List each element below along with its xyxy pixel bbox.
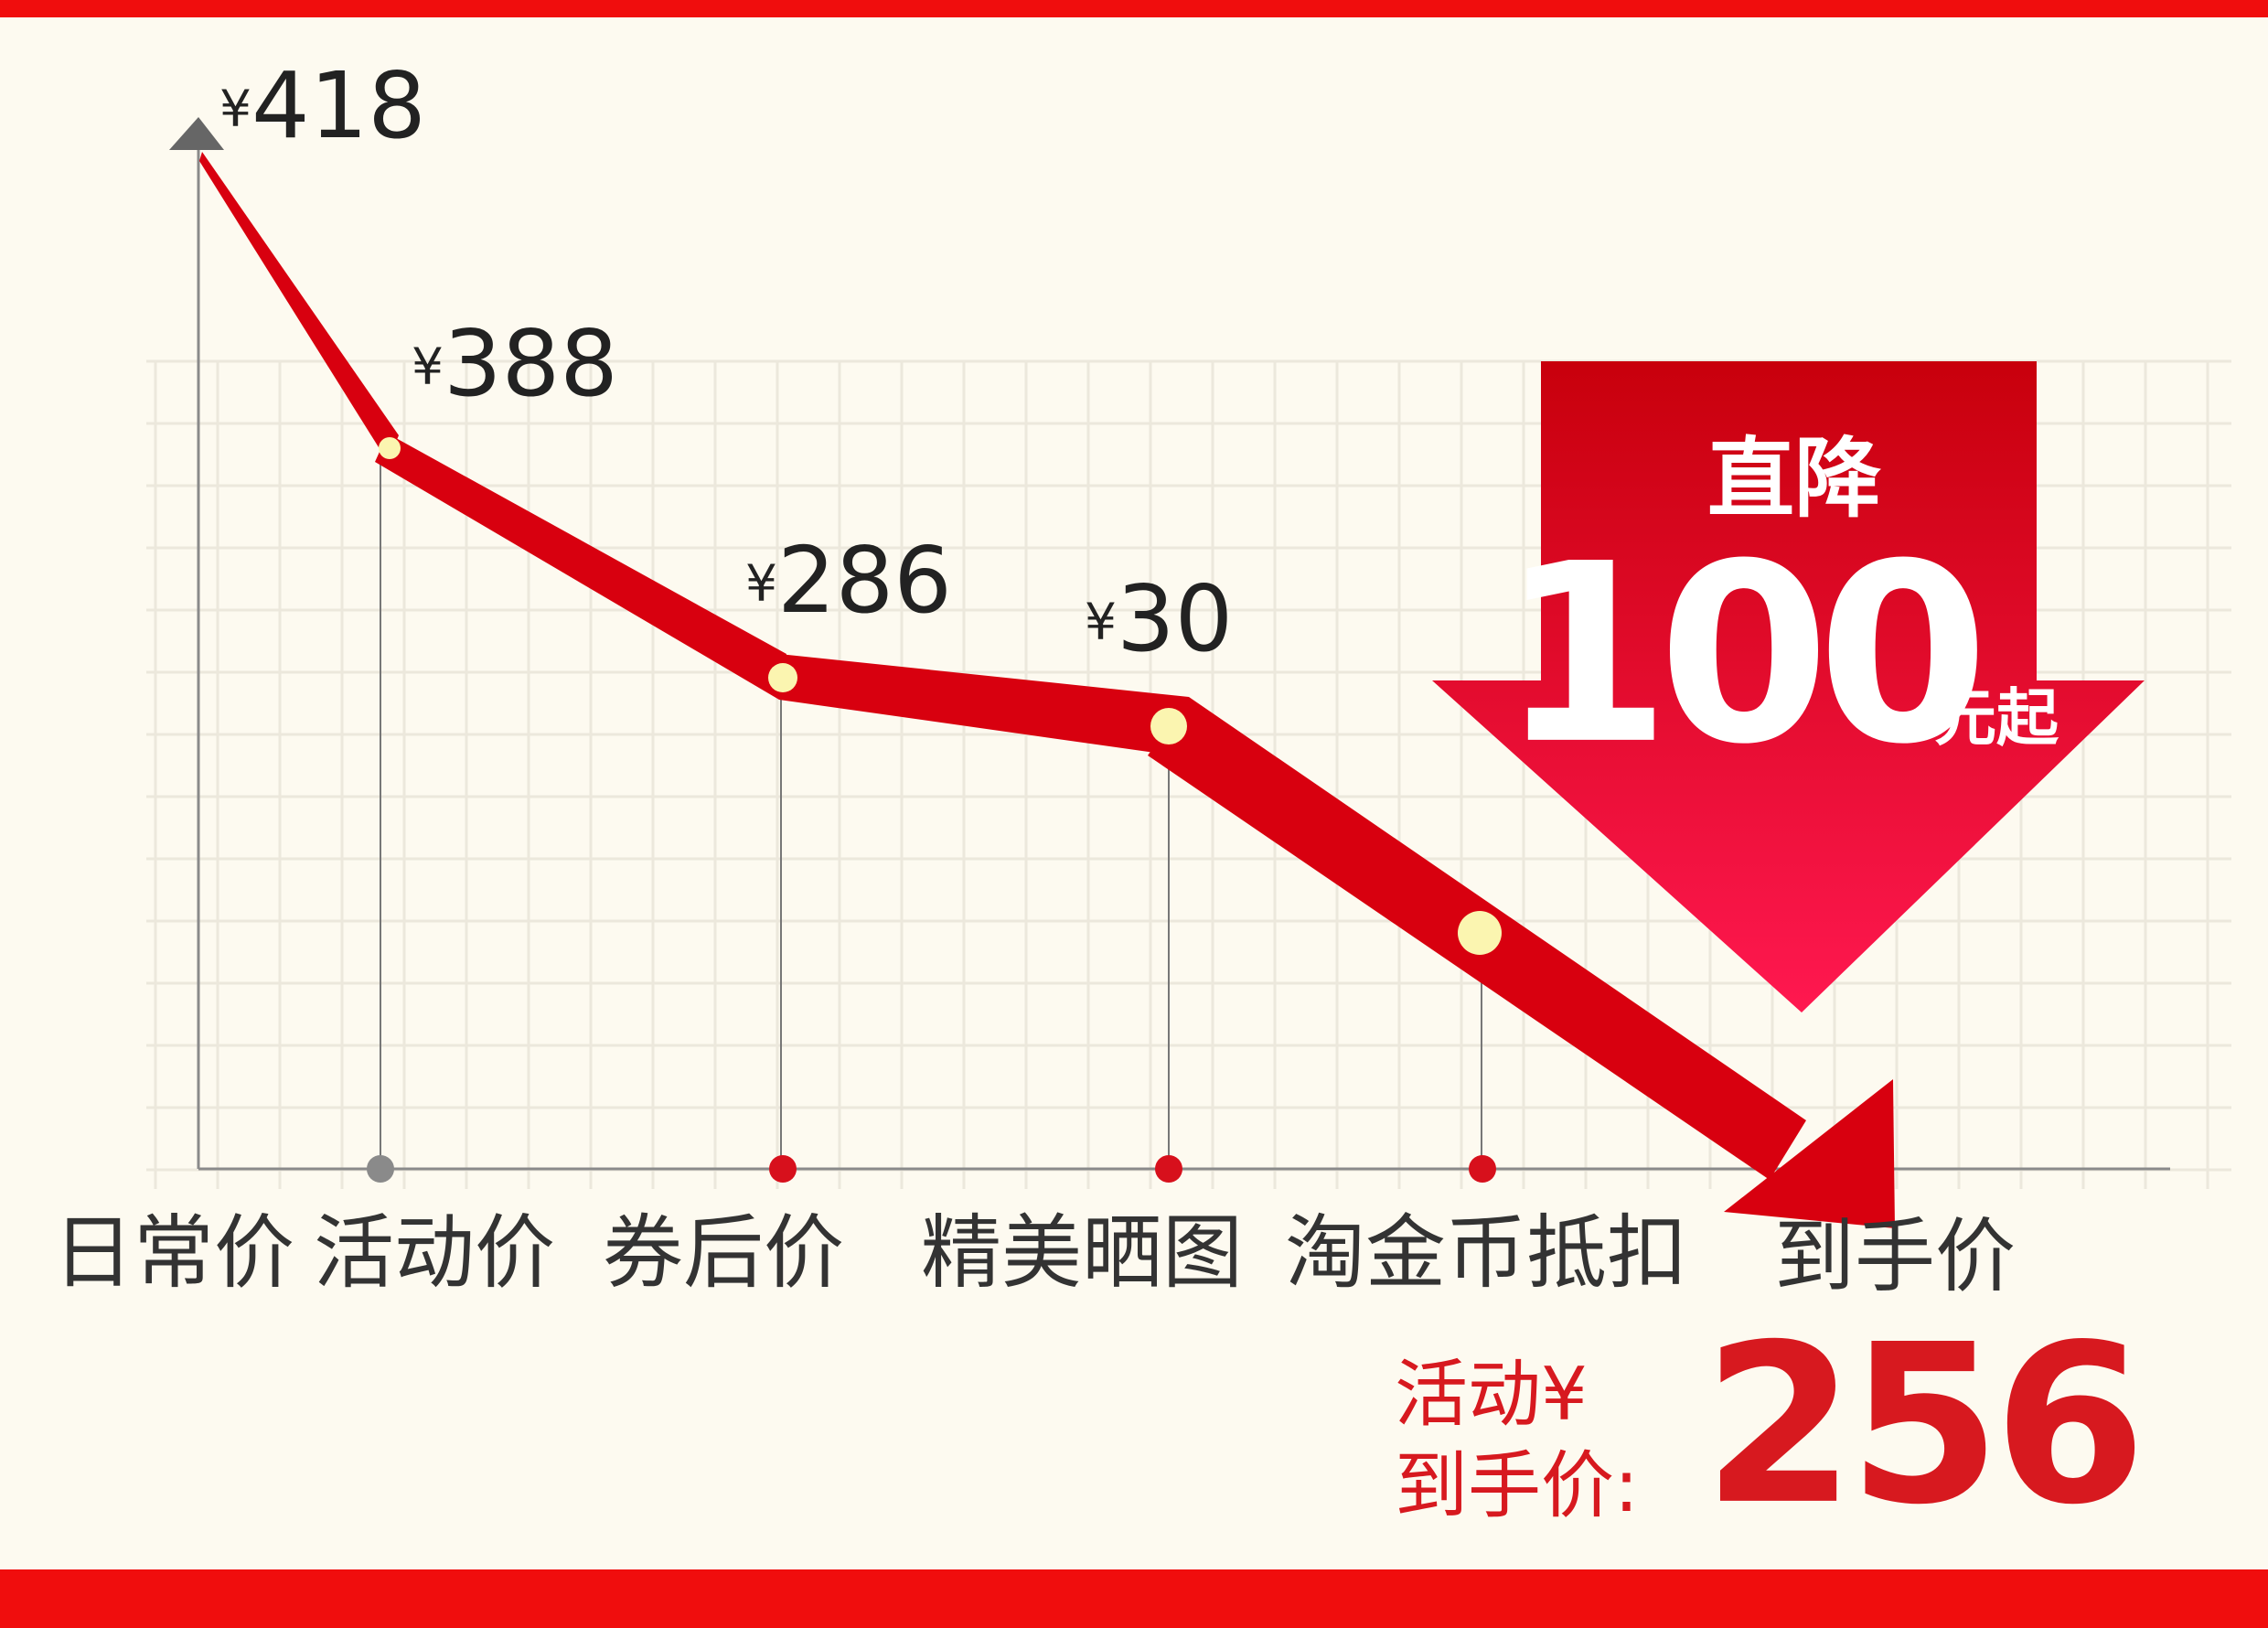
price-labels: ¥418 ¥388 ¥286 ¥30 xyxy=(219,52,1233,672)
svg-text:¥286: ¥286 xyxy=(745,527,952,634)
badge-amount: 100 xyxy=(1499,510,1979,798)
point xyxy=(1458,911,1502,955)
svg-text:¥418: ¥418 xyxy=(219,52,426,159)
badge-arrow xyxy=(1432,361,2145,1012)
price: 388 xyxy=(444,310,618,417)
trend-band xyxy=(779,654,1189,755)
bottom-bar xyxy=(0,1569,2268,1628)
axis-arrow xyxy=(169,117,224,150)
badge-title: 直降 xyxy=(1707,429,1882,530)
price: 418 xyxy=(251,52,426,159)
axis-dot xyxy=(367,1155,394,1183)
point xyxy=(768,663,797,692)
badge-suffix: 元起 xyxy=(1934,683,2059,755)
trend-band xyxy=(375,434,786,700)
final-line2: 到手价: xyxy=(1395,1443,1639,1528)
trend-band xyxy=(199,152,399,462)
currency: ¥ xyxy=(1085,593,1117,651)
axis-dot xyxy=(1469,1155,1496,1183)
final-line1: 活动¥ xyxy=(1395,1352,1588,1437)
step-label: 精美晒图 xyxy=(921,1205,1243,1300)
price: 286 xyxy=(777,527,952,634)
top-bar xyxy=(0,0,2268,17)
svg-text:¥30: ¥30 xyxy=(1085,565,1233,672)
trend-arrowhead xyxy=(1724,1079,1895,1228)
price: 30 xyxy=(1117,565,1233,672)
currency: ¥ xyxy=(412,337,444,396)
svg-text:¥388: ¥388 xyxy=(412,310,618,417)
axis-dot xyxy=(1155,1155,1182,1183)
step-labels: 日常价 活动价 券后价 精美晒图 淘金币抵扣 到手价 xyxy=(53,1205,2016,1303)
step-label: 券后价 xyxy=(603,1205,844,1300)
step-label: 活动价 xyxy=(314,1205,555,1300)
step-label: 淘金币抵扣 xyxy=(1285,1205,1687,1300)
step-label: 日常价 xyxy=(53,1205,294,1300)
point xyxy=(1150,708,1187,744)
axis-dot xyxy=(769,1155,797,1183)
final-amount: 256 xyxy=(1703,1297,2139,1553)
step-label: 到手价 xyxy=(1774,1209,2016,1303)
drop-lines xyxy=(380,448,1482,1169)
point xyxy=(379,437,401,459)
currency: ¥ xyxy=(219,80,251,138)
currency: ¥ xyxy=(745,554,777,613)
